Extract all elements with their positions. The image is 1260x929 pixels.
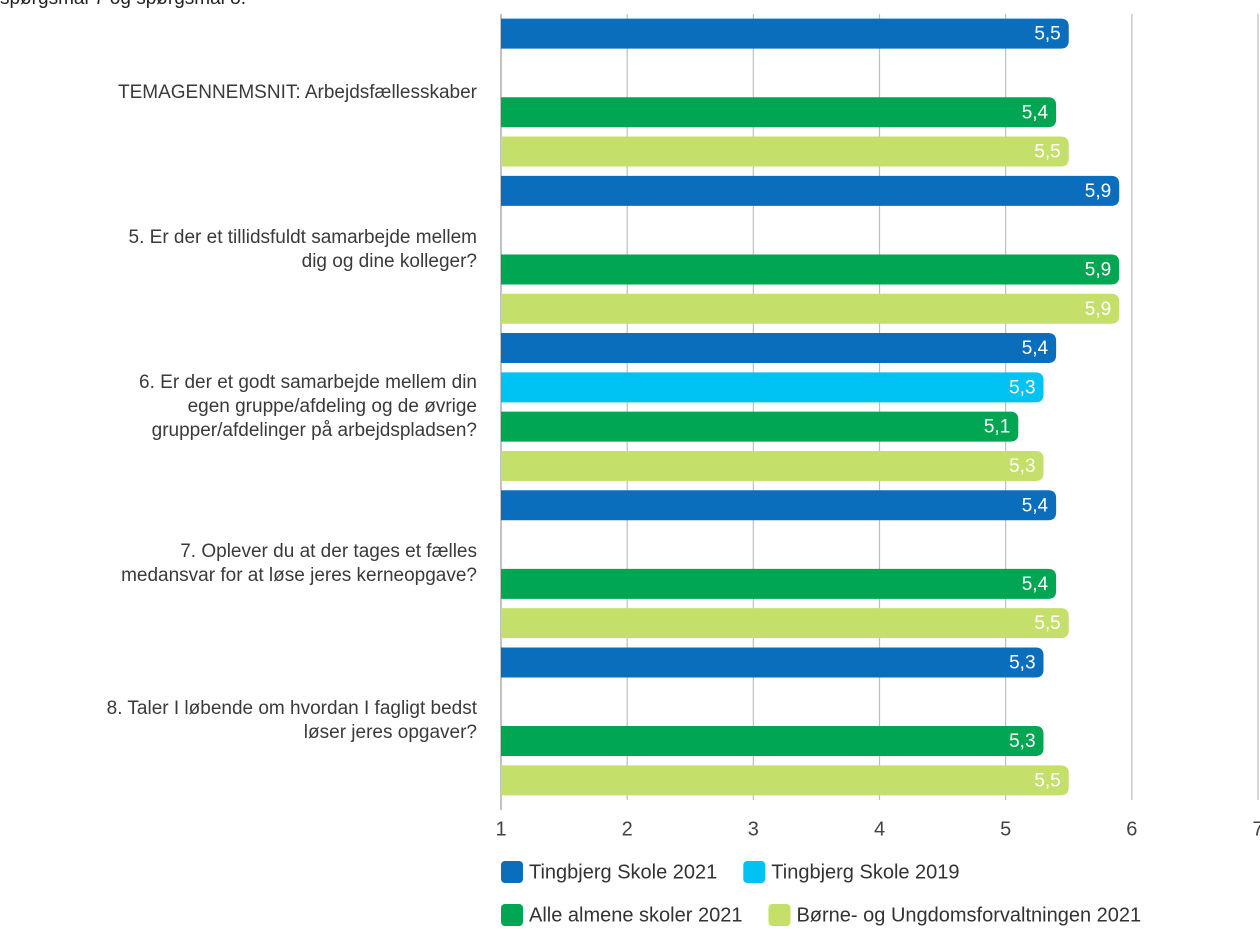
legend-label: Alle almene skoler 2021	[529, 904, 742, 926]
value-label: 5,3	[1009, 377, 1035, 398]
value-label: 5,5	[1034, 142, 1060, 163]
bar	[501, 450, 1044, 481]
bar	[501, 608, 1069, 639]
value-label: 5,4	[1022, 338, 1049, 359]
category-label: 6. Er der et godt samarbejde mellem din …	[139, 372, 477, 441]
bar	[501, 647, 1044, 678]
bar	[501, 18, 1069, 49]
value-label: 5,1	[984, 417, 1010, 438]
x-tick-label: 4	[874, 818, 885, 840]
value-label: 5,9	[1085, 181, 1111, 202]
subtitle: spørgsmål 7 og spørgsmål 8.	[0, 0, 246, 10]
x-tick-label: 3	[748, 818, 759, 840]
bar	[501, 372, 1044, 403]
bar	[501, 490, 1057, 521]
value-label: 5,4	[1022, 102, 1049, 123]
legend-swatch	[501, 904, 523, 926]
category-label: 7. Oplever du at der tages et fælles med…	[121, 541, 477, 587]
value-label: 5,5	[1034, 613, 1060, 634]
bar	[501, 726, 1044, 757]
bar	[501, 175, 1120, 206]
x-tick-label: 5	[1000, 818, 1011, 840]
legend-swatch	[501, 861, 523, 883]
bar	[501, 333, 1057, 364]
legend-swatch	[768, 904, 791, 926]
legend-label: Tingbjerg Skole 2019	[771, 861, 959, 883]
value-label: 5,9	[1085, 259, 1111, 280]
value-label: 5,5	[1034, 24, 1060, 45]
x-tick-label: 2	[622, 818, 633, 840]
value-label: 5,3	[1009, 731, 1035, 752]
x-tick-label: 6	[1126, 818, 1137, 840]
value-label: 5,9	[1085, 299, 1111, 320]
x-tick-label: 1	[495, 818, 506, 840]
value-label: 5,4	[1022, 495, 1049, 516]
legend-label: Tingbjerg Skole 2021	[529, 861, 717, 883]
value-label: 5,3	[1009, 456, 1035, 477]
value-label: 5,4	[1022, 574, 1049, 595]
category-label: TEMAGENNEMSNIT: Arbejdsfællesskaber	[118, 81, 477, 103]
category-label: 8. Taler I løbende om hvordan I fagligt …	[106, 698, 477, 744]
bar	[501, 254, 1120, 285]
bar	[501, 97, 1057, 128]
value-label: 5,5	[1034, 770, 1060, 791]
category-label: 5. Er der et tillidsfuldt samarbejde mel…	[128, 226, 477, 272]
legend-label: Børne- og Ungdomsforvaltningen 2021	[796, 904, 1141, 926]
bar	[501, 411, 1019, 442]
bar	[501, 136, 1069, 167]
value-label: 5,3	[1009, 652, 1035, 673]
bar	[501, 568, 1057, 599]
bar	[501, 293, 1120, 324]
legend-swatch	[743, 861, 766, 883]
bar	[501, 765, 1069, 796]
x-tick-label: 7	[1252, 818, 1260, 840]
